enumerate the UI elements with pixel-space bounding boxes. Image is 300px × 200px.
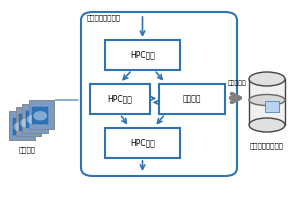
Text: スパコン: スパコン [19, 146, 36, 153]
Text: オフロード: オフロード [227, 80, 246, 86]
Text: HPC計算: HPC計算 [130, 138, 155, 148]
FancyBboxPatch shape [159, 84, 225, 114]
FancyBboxPatch shape [81, 12, 237, 176]
Circle shape [20, 119, 34, 127]
FancyBboxPatch shape [26, 111, 41, 128]
FancyBboxPatch shape [13, 118, 28, 135]
Text: HPC計算: HPC計算 [108, 95, 132, 104]
Ellipse shape [249, 95, 285, 106]
FancyBboxPatch shape [265, 101, 279, 112]
Ellipse shape [249, 72, 285, 86]
FancyBboxPatch shape [105, 40, 180, 70]
FancyBboxPatch shape [90, 84, 150, 114]
FancyBboxPatch shape [9, 111, 34, 140]
Ellipse shape [249, 118, 285, 132]
FancyBboxPatch shape [19, 114, 35, 131]
Text: 量子計算: 量子計算 [183, 95, 201, 104]
FancyBboxPatch shape [105, 128, 180, 158]
FancyBboxPatch shape [32, 107, 48, 124]
Circle shape [27, 115, 40, 124]
Text: 量子コンピュータ: 量子コンピュータ [250, 142, 284, 149]
FancyBboxPatch shape [16, 107, 41, 136]
FancyBboxPatch shape [22, 104, 48, 133]
FancyBboxPatch shape [249, 79, 285, 125]
Text: アプリケーション: アプリケーション [87, 14, 121, 21]
Circle shape [14, 122, 27, 131]
Circle shape [34, 111, 47, 120]
FancyBboxPatch shape [29, 100, 54, 129]
Text: HPC計算: HPC計算 [130, 50, 155, 60]
